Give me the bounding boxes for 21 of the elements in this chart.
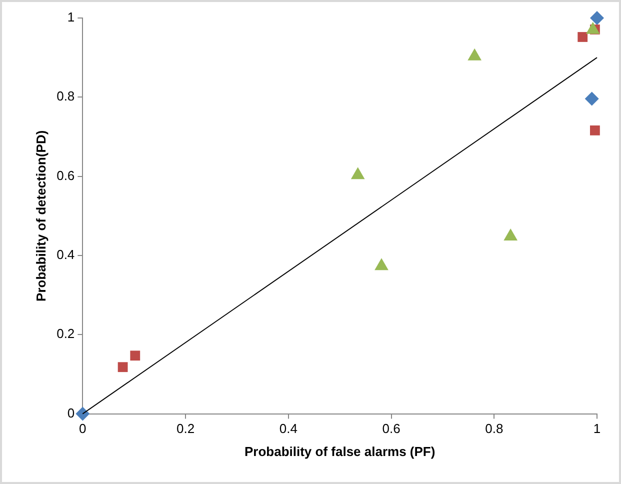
x-tick-label: 0.4 <box>279 421 298 436</box>
point <box>130 350 140 361</box>
x-tick-label: 0.8 <box>485 421 504 436</box>
point <box>76 406 90 421</box>
x-tick-label: 0.6 <box>382 421 400 436</box>
point <box>590 125 600 136</box>
y-tick-label: 0.4 <box>56 247 75 262</box>
y-axis-title: Probability of detection(PD) <box>33 130 48 302</box>
point <box>590 11 604 25</box>
x-tick-label: 1 <box>593 421 601 436</box>
point <box>118 362 128 372</box>
x-axis-title: Probability of false alarms (PF) <box>244 444 436 459</box>
y-tick-label: 0 <box>67 405 75 420</box>
point <box>584 92 599 106</box>
y-tick-label: 1 <box>67 10 75 25</box>
y-tick-label: 0.6 <box>56 168 75 183</box>
x-tick-label: 0 <box>79 421 86 436</box>
y-tick-label: 0.2 <box>56 326 75 342</box>
x-tick-label: 0.2 <box>176 421 195 436</box>
point <box>578 32 588 42</box>
y-tick-label: 0.8 <box>56 88 75 104</box>
